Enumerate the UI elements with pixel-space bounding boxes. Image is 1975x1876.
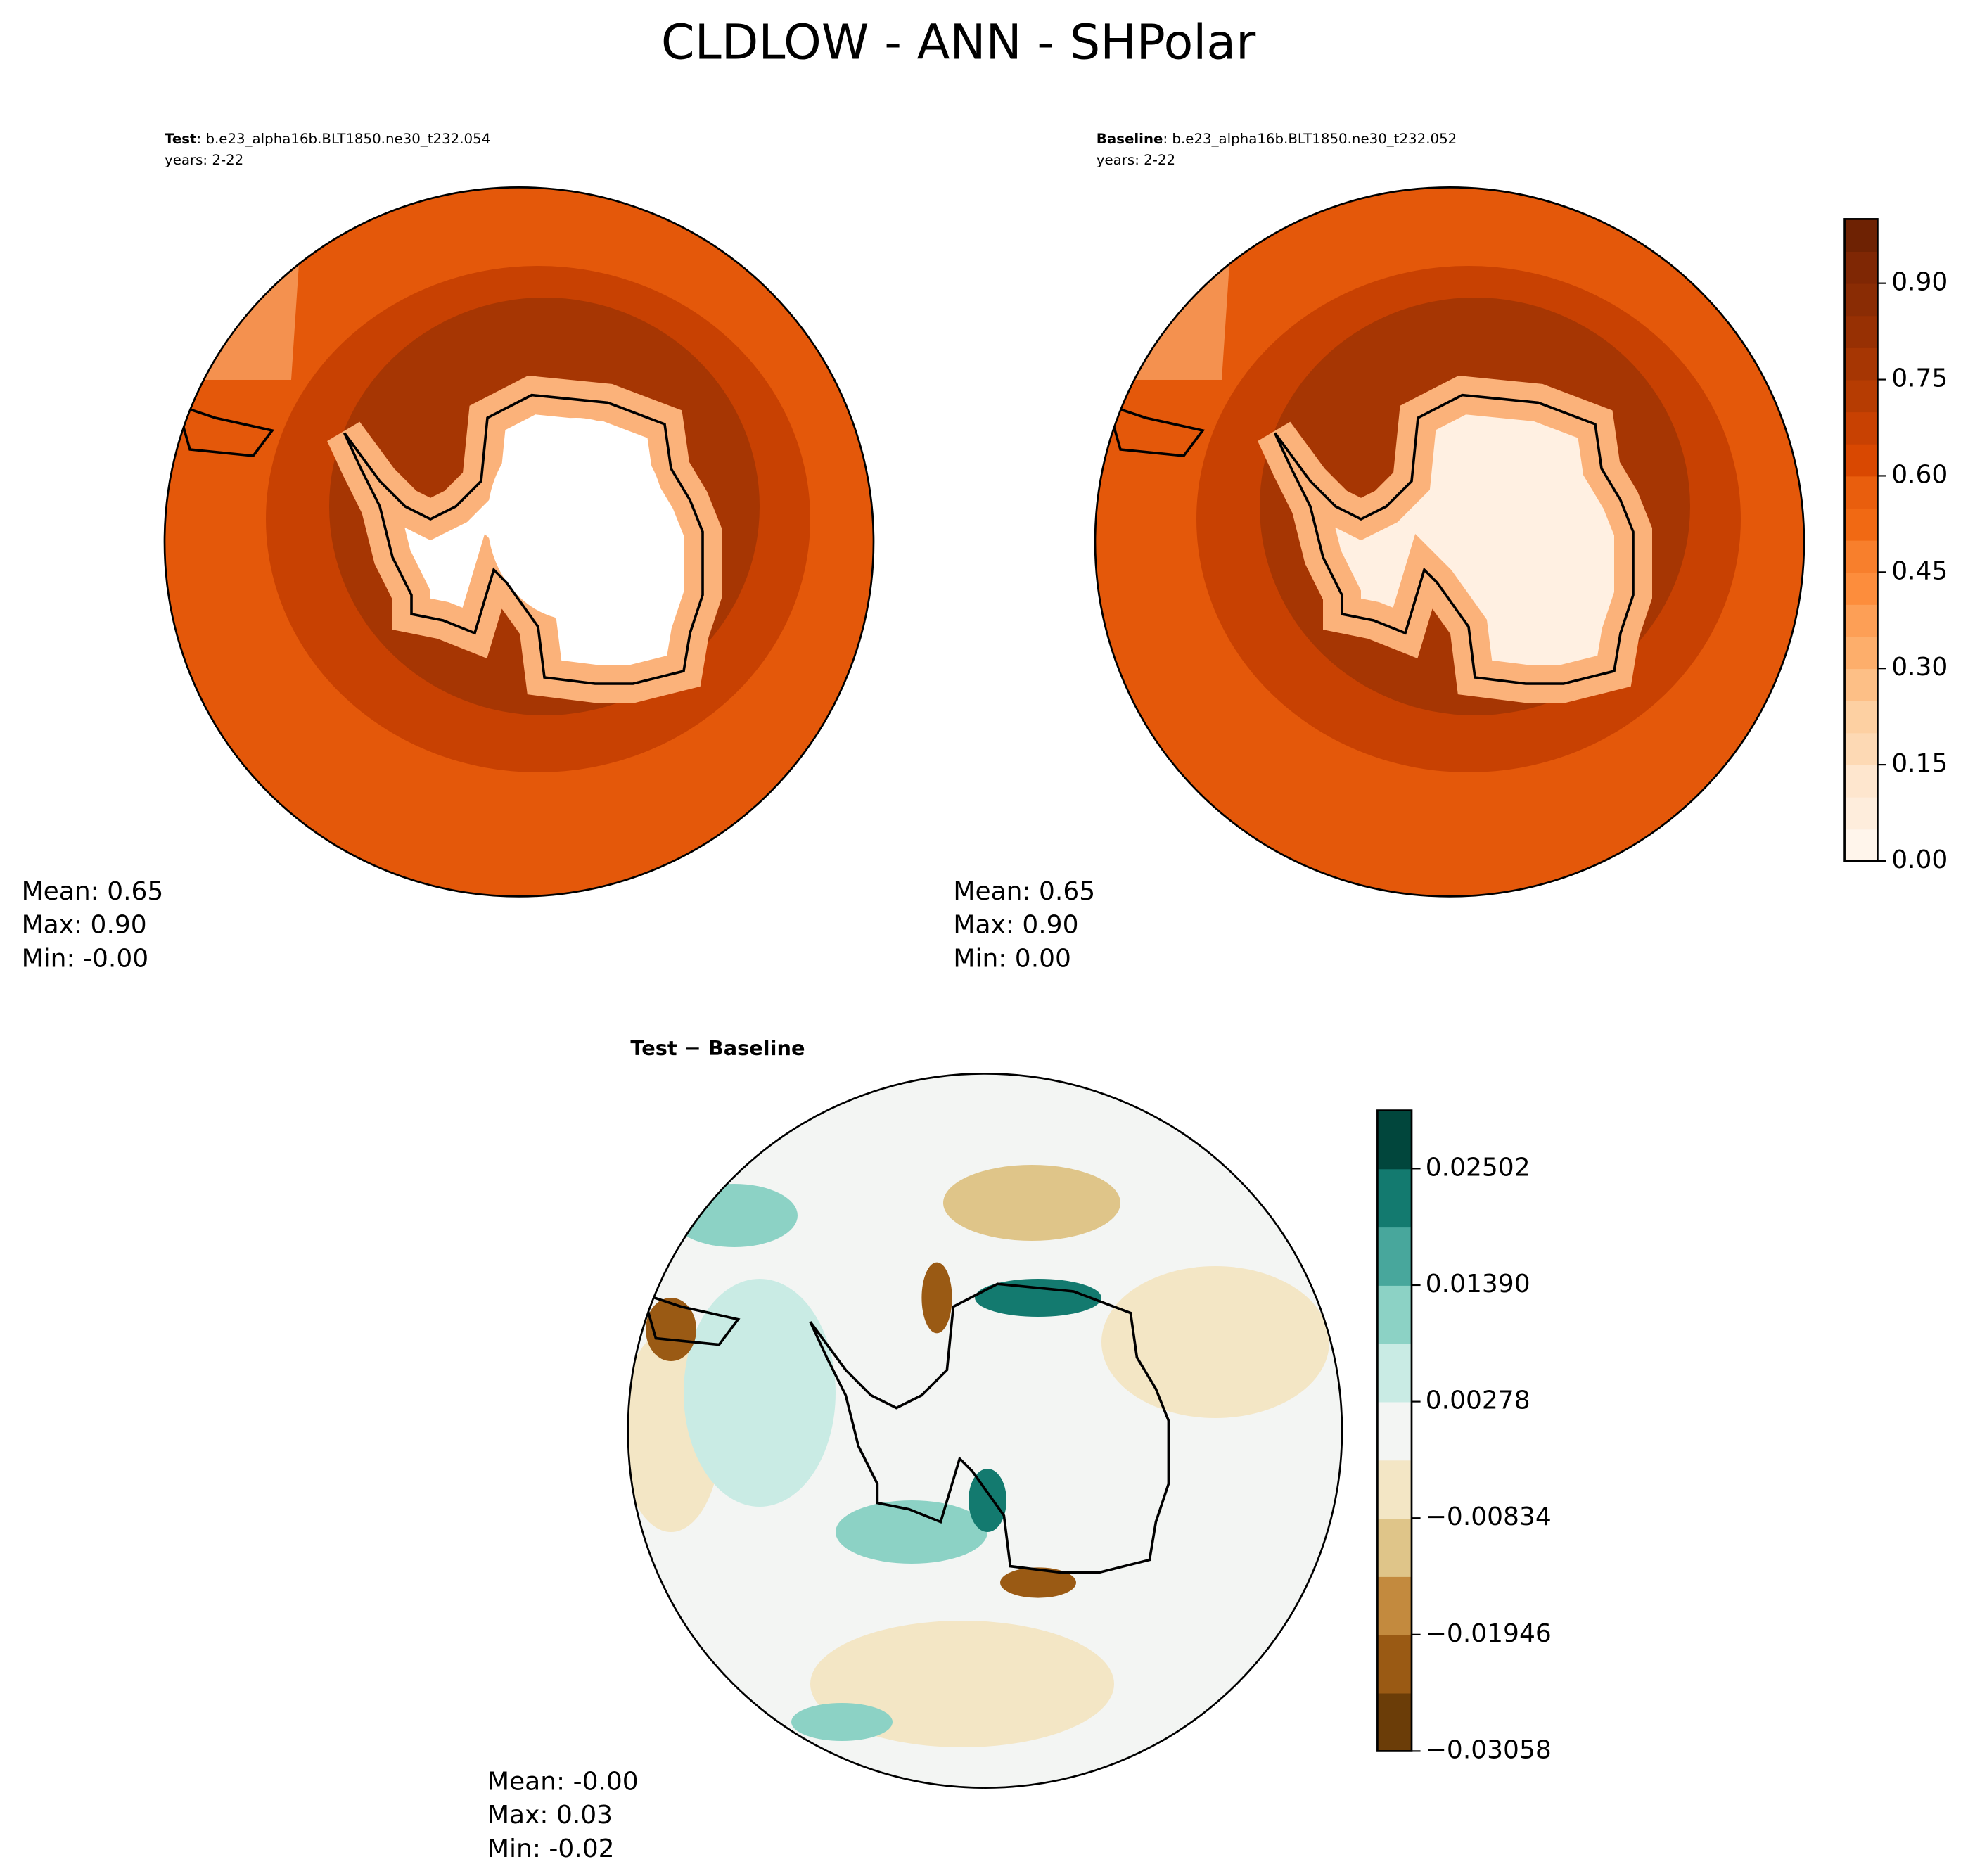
colorbar-band (1844, 508, 1878, 541)
colorbar-band (1377, 1110, 1412, 1170)
map-boundary (627, 1073, 1343, 1789)
figure-title: CLDLOW - ANN - SHPolar (661, 15, 1256, 70)
colorbar-band (1844, 347, 1878, 381)
map-boundary (1094, 186, 1805, 898)
panel-subtitle: Baseline: b.e23_alpha16b.BLT1850.ne30_t2… (1097, 130, 1457, 146)
colorbar-band (1844, 251, 1878, 284)
colorbar-tick-label: 0.45 (1891, 556, 1948, 585)
colorbar-band (1844, 829, 1878, 862)
colorbar-frame (1376, 1109, 1413, 1752)
colorbar-band (1377, 1401, 1412, 1461)
map-boundary (163, 186, 875, 898)
colorbar-band (1377, 1634, 1412, 1694)
panel-stat: Min: -0.00 (22, 944, 149, 973)
panel-label: Test (165, 130, 197, 146)
colorbar-band (1844, 765, 1878, 798)
colorbar-tick-label: 0.90 (1891, 268, 1948, 297)
colorbar-tick-label: −0.01946 (1426, 1619, 1552, 1648)
colorbar-band (1844, 668, 1878, 701)
colorbar-band (1377, 1168, 1412, 1228)
colorbar-frame (1843, 218, 1879, 862)
colorbar-band (1844, 411, 1878, 445)
colorbar-band (1844, 796, 1878, 830)
panel-stat: Max: 0.90 (22, 911, 147, 940)
map-baseline (1094, 187, 1804, 897)
panel-years: years: 2-22 (1097, 152, 1175, 168)
panel-stat: Min: -0.02 (487, 1834, 615, 1863)
colorbar-tick-label: −0.03058 (1426, 1735, 1552, 1764)
colorbar-band (1377, 1460, 1412, 1519)
colorbar-band (1377, 1518, 1412, 1577)
panel-stat: Max: 0.03 (487, 1801, 613, 1830)
colorbar-tick-label: 0.15 (1891, 749, 1948, 778)
panel-subtitle: Test − Baseline (630, 1036, 805, 1060)
colorbar-band (1377, 1284, 1412, 1344)
colorbar-band (1844, 379, 1878, 413)
colorbar-band (1844, 732, 1878, 766)
colorbar-tick-label: 0.00 (1891, 846, 1948, 874)
panel-subtitle: Test: b.e23_alpha16b.BLT1850.ne30_t232.0… (165, 130, 490, 146)
colorbar-tick-label: 0.60 (1891, 460, 1948, 489)
colorbar-tick-label: 0.30 (1891, 653, 1948, 682)
colorbar-band (1844, 572, 1878, 605)
panel-stat: Max: 0.90 (953, 911, 1078, 940)
panel-label: Baseline (1097, 130, 1163, 146)
colorbar-band (1377, 1343, 1412, 1403)
colorbar-tick-label: 0.75 (1891, 364, 1948, 393)
map-test (165, 187, 874, 897)
case-name: : b.e23_alpha16b.BLT1850.ne30_t232.052 (1163, 130, 1457, 146)
case-name: : b.e23_alpha16b.BLT1850.ne30_t232.054 (197, 130, 491, 146)
colorbar-band (1844, 443, 1878, 477)
colorbar-band (1844, 700, 1878, 734)
colorbar-tick-label: −0.00834 (1426, 1502, 1552, 1531)
panel-years: years: 2-22 (165, 152, 243, 168)
colorbar-band (1377, 1227, 1412, 1286)
colorbar-band (1377, 1576, 1412, 1635)
colorbar-band (1844, 476, 1878, 509)
panel-stat: Mean: 0.65 (22, 877, 164, 906)
colorbar-band (1844, 604, 1878, 637)
colorbar-tick-label: 0.00278 (1426, 1386, 1530, 1415)
colorbar-band (1844, 219, 1878, 252)
colorbar-band (1844, 315, 1878, 348)
panel-stat: Min: 0.00 (953, 944, 1071, 973)
map-difference (627, 1073, 1342, 1788)
colorbar-band (1844, 283, 1878, 317)
colorbar-band (1844, 636, 1878, 670)
panel-stat: Mean: -0.00 (487, 1767, 639, 1796)
panel-label: Test − Baseline (630, 1036, 805, 1060)
colorbar-band (1377, 1692, 1412, 1752)
colorbar-tick-label: 0.02502 (1426, 1153, 1530, 1182)
colorbar-tick-label: 0.01390 (1426, 1270, 1530, 1298)
colorbar-band (1844, 540, 1878, 573)
panel-stat: Mean: 0.65 (953, 877, 1095, 906)
